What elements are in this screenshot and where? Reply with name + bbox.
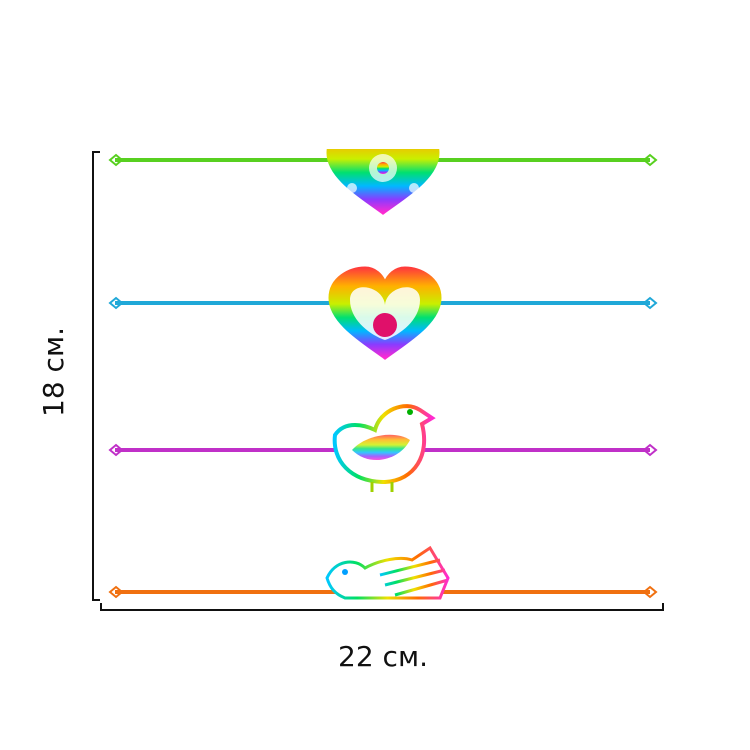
bracelet-2 [108, 266, 658, 360]
height-bracket [92, 151, 100, 601]
width-bracket [100, 603, 664, 611]
bracelet-1 [108, 149, 658, 215]
bracelet-3 [108, 404, 658, 492]
height-label: 18 см. [37, 327, 70, 417]
width-label: 22 см. [338, 640, 428, 673]
bracelet-4 [108, 545, 658, 600]
